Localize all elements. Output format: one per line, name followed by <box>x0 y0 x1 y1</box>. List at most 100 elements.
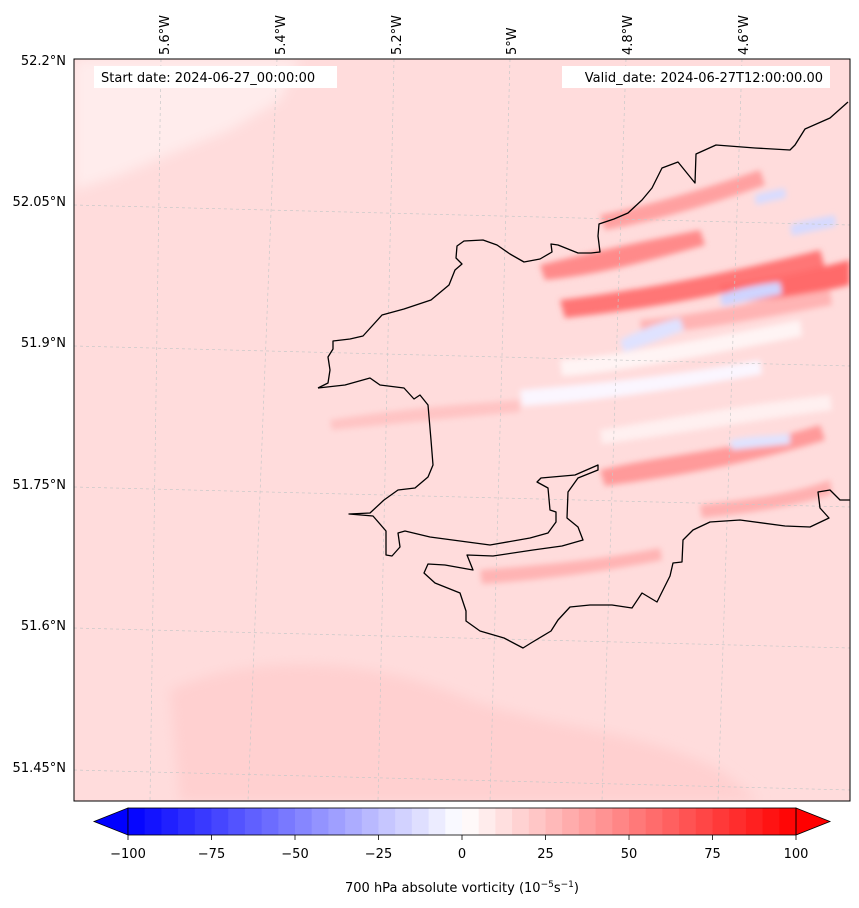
lat-label: 52.05°N <box>13 195 66 210</box>
red-streak <box>480 548 662 584</box>
lon-label: 5.2°W <box>390 15 405 55</box>
vorticity-field <box>74 59 850 801</box>
red-streak <box>540 230 705 280</box>
red-streak <box>330 400 520 430</box>
lon-label: 5.6°W <box>158 15 173 55</box>
colorbar-segment <box>261 808 279 835</box>
lon-label: 4.8°W <box>621 15 636 55</box>
colorbar-segment <box>595 808 613 835</box>
colorbar-segment <box>545 808 563 835</box>
colorbar-segment <box>578 808 597 835</box>
colorbar-segment <box>211 808 229 835</box>
colorbar-segment <box>278 808 296 835</box>
map-frame <box>73 58 851 802</box>
colorbar-segment <box>662 808 680 835</box>
colorbar-tick-label: −25 <box>365 847 392 862</box>
coastline-southwest <box>317 377 850 649</box>
colorbar-segment <box>729 808 747 835</box>
colorbar-segment <box>495 808 513 835</box>
red-streak <box>640 290 832 335</box>
colorbar-segment <box>228 808 246 835</box>
colorbar-segment <box>462 808 480 835</box>
blue-streak <box>790 215 836 236</box>
lat-label: 51.6°N <box>21 619 66 634</box>
meridian-line <box>247 59 278 801</box>
colorbar-segment <box>311 808 329 835</box>
colorbar-label-main: 700 hPa absolute vorticity (10 <box>345 881 541 896</box>
colorbar-label-close: ) <box>574 881 579 896</box>
colorbar-segment <box>395 808 413 835</box>
white-streak <box>600 395 832 444</box>
longitude-labels: 5.6°W 5.4°W 5.2°W 5°W 4.8°W 4.6°W <box>158 15 752 55</box>
colorbar-segment <box>762 808 780 835</box>
colorbar-segment <box>161 808 179 835</box>
colorbar-segment <box>411 808 430 835</box>
lat-label: 51.9°N <box>21 336 66 351</box>
red-streak <box>700 480 832 518</box>
colorbar-segment <box>645 808 663 835</box>
colorbar-segment <box>144 808 162 835</box>
meridian-line <box>601 59 627 801</box>
field-base <box>74 59 850 801</box>
colorbar-ticks: −100 −75 −50 −25 0 25 50 75 100 <box>110 835 808 862</box>
colorbar: −100 −75 −50 −25 0 25 50 75 100 700 hPa absolute… <box>92 807 832 896</box>
colorbar-segment <box>445 808 463 835</box>
lat-label: 51.45°N <box>13 761 66 776</box>
colorbar-tick-label: 25 <box>537 847 554 862</box>
valid-date-label: Valid_date: 2024-06-27T12:00:00.00 <box>585 71 823 86</box>
colorbar-segment <box>345 808 363 835</box>
colorbar-tick-label: −100 <box>110 847 146 862</box>
colorbar-segment <box>428 808 446 835</box>
colorbar-segment <box>194 808 212 835</box>
colorbar-label: 700 hPa absolute vorticity (10−5s−1) <box>345 880 579 896</box>
colorbar-segment <box>178 808 196 835</box>
colorbar-segment <box>478 808 496 835</box>
blue-streak <box>720 282 782 306</box>
red-streak <box>600 170 765 230</box>
colorbar-segments <box>128 808 797 835</box>
valid-date-box <box>562 66 830 88</box>
colorbar-segment <box>328 808 346 835</box>
colorbar-tick-label: 50 <box>621 847 638 862</box>
colorbar-segment <box>295 808 313 835</box>
colorbar-tick-label: −75 <box>198 847 225 862</box>
white-streak <box>560 320 802 376</box>
field-streaks <box>330 170 850 584</box>
field-light-area-nw <box>74 59 300 190</box>
colorbar-tick-label: 100 <box>784 847 809 862</box>
colorbar-segment <box>528 808 546 835</box>
start-date-label: Start date: 2024-06-27_00:00:00 <box>101 71 315 86</box>
colorbar-segment <box>712 808 730 835</box>
meridian-line <box>717 59 743 801</box>
colorbar-segment <box>679 808 697 835</box>
colorbar-segment <box>361 808 379 835</box>
blue-streak <box>730 434 790 450</box>
field-darker-band-south <box>170 664 760 801</box>
colorbar-tick-label: 75 <box>704 847 721 862</box>
graticule <box>74 59 850 801</box>
meridian-line <box>489 59 511 801</box>
colorbar-extend-low <box>92 807 129 836</box>
colorbar-tick-label: 0 <box>458 847 466 862</box>
colorbar-segment <box>562 808 580 835</box>
colorbar-label-exp1: −5 <box>541 880 554 890</box>
colorbar-segment <box>244 808 263 835</box>
lon-label: 4.6°W <box>737 15 752 55</box>
lon-label: 5.4°W <box>274 15 289 55</box>
lat-label: 52.2°N <box>21 54 66 69</box>
colorbar-segment <box>612 808 630 835</box>
latitude-labels: 52.2°N 52.05°N 51.9°N 51.75°N 51.6°N 51.… <box>13 54 66 776</box>
colorbar-tick-label: −50 <box>281 847 308 862</box>
colorbar-label-exp2: −1 <box>561 880 574 890</box>
colorbar-label-mid: s <box>554 881 561 896</box>
coastline <box>317 101 850 649</box>
lat-label: 51.75°N <box>13 478 66 493</box>
date-info: Start date: 2024-06-27_00:00:00 Valid_da… <box>94 66 830 88</box>
colorbar-segment <box>779 808 797 835</box>
blue-streak <box>755 188 786 205</box>
colorbar-segment <box>512 808 530 835</box>
colorbar-segment <box>695 808 713 835</box>
colorbar-segment <box>745 808 764 835</box>
start-date-box <box>94 66 337 88</box>
